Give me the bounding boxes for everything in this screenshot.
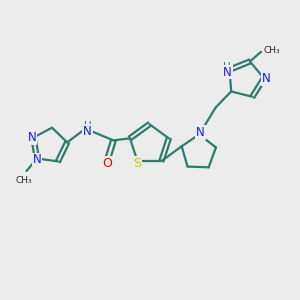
Text: N: N bbox=[27, 131, 36, 144]
Text: N: N bbox=[223, 65, 232, 79]
Text: N: N bbox=[262, 72, 271, 85]
Text: O: O bbox=[102, 157, 112, 170]
Text: N: N bbox=[83, 124, 92, 138]
Text: S: S bbox=[134, 157, 141, 170]
Text: N: N bbox=[33, 153, 41, 167]
Text: H: H bbox=[84, 121, 92, 131]
Text: H: H bbox=[224, 61, 231, 72]
Text: CH₃: CH₃ bbox=[264, 46, 280, 55]
Text: CH₃: CH₃ bbox=[16, 176, 32, 184]
Text: N: N bbox=[196, 126, 205, 140]
